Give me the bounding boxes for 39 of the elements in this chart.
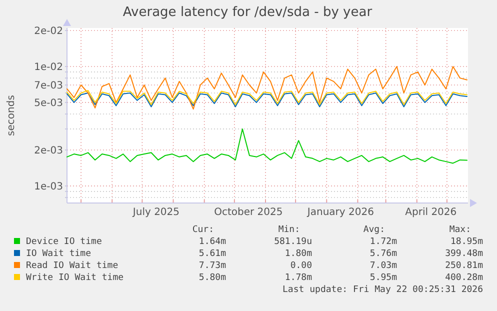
text: Avg: <box>363 225 385 235</box>
text: 399.48m <box>445 249 483 259</box>
text: Max: <box>449 225 471 235</box>
text: 7.03m <box>370 261 397 271</box>
x-tick-label: January 2026 <box>306 207 374 218</box>
text: 1.72m <box>370 237 397 247</box>
legend-label: Device IO time <box>26 237 102 247</box>
text: 7.73m <box>198 261 226 271</box>
x-tick-label: April 2026 <box>405 207 457 218</box>
y-tick-label: 1e-02 <box>34 62 63 73</box>
y-tick-label: 2e-03 <box>34 145 63 156</box>
y-tick-label: 2e-02 <box>34 26 63 38</box>
text: Cur: <box>192 225 214 235</box>
legend-label: Read IO Wait time <box>26 261 118 271</box>
text: 581.19u <box>274 237 312 247</box>
text: 400.28m <box>445 273 483 283</box>
text: 5.61m <box>198 249 226 259</box>
x-tick-label: October 2025 <box>214 207 283 218</box>
text: 1.64m <box>198 237 226 247</box>
x-tick-label: July 2025 <box>132 207 180 218</box>
legend-label: Write IO Wait time <box>26 273 124 283</box>
text: 5.95m <box>370 273 397 283</box>
y-axis-title: seconds <box>6 95 17 136</box>
text: 5.76m <box>370 249 397 259</box>
y-tick-label: 7e-03 <box>34 80 63 92</box>
text: Last update: Fri May 22 00:25:31 2026 <box>282 285 483 295</box>
text: 0.00 <box>290 261 312 271</box>
y-tick-label: 5e-03 <box>34 98 63 109</box>
y-tick-label: 1e-03 <box>34 181 63 192</box>
chart-title: Average latency for /dev/sda - by year <box>122 5 373 20</box>
text: 1.78m <box>284 273 312 283</box>
text: 5.80m <box>198 273 226 283</box>
text: Min: <box>278 225 300 235</box>
text: 18.95m <box>450 237 483 247</box>
legend-label: IO Wait time <box>26 249 92 259</box>
text: 250.81m <box>445 261 483 271</box>
text: 1.80m <box>284 249 312 259</box>
line-series <box>66 66 468 110</box>
line-series <box>66 128 468 164</box>
